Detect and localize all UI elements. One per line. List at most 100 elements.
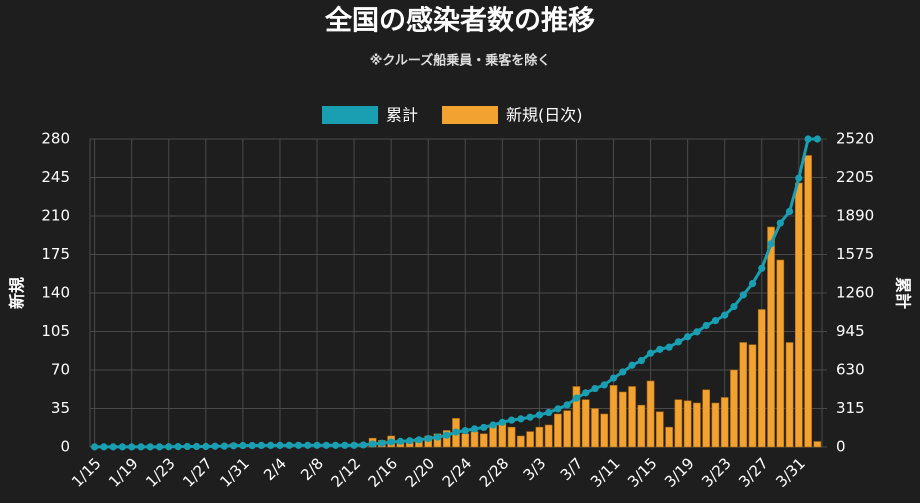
legend-label: 新規(日次) <box>506 106 583 125</box>
line-point <box>619 368 627 376</box>
y-tick-label: 105 <box>41 322 70 340</box>
line-point <box>748 279 757 288</box>
line-point <box>415 436 423 444</box>
x-tick-label: 3/23 <box>698 454 735 491</box>
line-point <box>665 343 673 351</box>
bar <box>646 380 655 448</box>
bar <box>702 389 710 448</box>
legend-label: 累計 <box>386 106 418 125</box>
y-tick-label: 140 <box>41 284 70 302</box>
line-point <box>582 389 590 397</box>
line-point <box>507 416 516 424</box>
line-point <box>137 443 145 451</box>
x-tick-label: 3/3 <box>520 454 550 484</box>
y2-tick-label: 2520 <box>836 130 874 148</box>
bar <box>674 399 683 448</box>
line-point <box>128 443 136 451</box>
line-point <box>656 345 664 353</box>
y2-tick-label: 315 <box>836 399 865 417</box>
line-point <box>155 443 164 451</box>
bar <box>461 433 470 448</box>
bar <box>609 385 618 448</box>
line-point <box>517 415 525 423</box>
x-tick-label: 3/15 <box>624 454 661 491</box>
bar <box>739 342 748 448</box>
line-point <box>183 442 191 451</box>
line-point <box>563 401 571 409</box>
x-tick-label: 1/27 <box>179 454 216 491</box>
y-tick-label: 0 <box>60 438 70 456</box>
line-point <box>461 427 469 435</box>
line-point <box>646 349 655 357</box>
y-tick-label: 210 <box>41 207 70 225</box>
y2-tick-label: 1260 <box>836 284 874 302</box>
bar <box>554 413 562 448</box>
line-point <box>313 441 321 449</box>
line-point <box>396 437 405 445</box>
bar <box>656 411 664 448</box>
line-point <box>684 333 692 341</box>
line-point <box>480 423 488 432</box>
line-point <box>572 394 581 402</box>
y-tick-label: 175 <box>41 245 70 263</box>
line-point <box>230 442 238 450</box>
bar <box>730 369 738 448</box>
line-point <box>554 405 562 413</box>
line-point <box>165 443 173 451</box>
y2-tick-label: 630 <box>836 361 865 379</box>
line-point <box>239 441 247 450</box>
line-point <box>721 311 729 319</box>
line-point <box>202 442 210 451</box>
line-point <box>257 441 266 450</box>
line-point <box>739 291 747 299</box>
x-tick-label: 1/23 <box>142 454 179 491</box>
line-point <box>267 441 275 450</box>
line-point <box>322 441 330 449</box>
x-tick-label: 3/31 <box>772 454 809 491</box>
x-tick-label: 2/16 <box>365 454 402 491</box>
bar <box>517 435 525 448</box>
x-tick-label: 3/11 <box>587 454 624 491</box>
bar <box>693 402 701 448</box>
bar <box>748 344 757 448</box>
line-point <box>758 264 766 272</box>
line-point <box>118 443 127 451</box>
y-tick-label: 280 <box>41 130 70 148</box>
line-point <box>526 413 534 421</box>
line-point <box>331 441 340 449</box>
line-point <box>637 356 645 365</box>
line-point <box>369 440 377 448</box>
bar <box>637 404 646 448</box>
line-point <box>276 441 284 450</box>
line-point <box>489 421 497 429</box>
bar <box>795 182 803 448</box>
x-tick-label: 2/4 <box>260 454 290 484</box>
bar <box>785 342 794 448</box>
chart-title: 全国の感染者数の推移 <box>324 5 595 37</box>
bar <box>683 400 692 448</box>
line-point <box>545 408 553 417</box>
line-point <box>795 174 803 182</box>
line-point <box>350 441 358 449</box>
y-tick-label: 245 <box>41 168 70 186</box>
y2-tick-label: 1890 <box>836 207 874 225</box>
y2-tick-label: 1575 <box>836 245 874 263</box>
line-point <box>443 431 451 439</box>
legend-swatch <box>442 106 499 124</box>
line-point <box>285 441 293 449</box>
line-point <box>470 425 479 433</box>
line-point <box>100 443 108 451</box>
line-point <box>535 411 543 419</box>
bar <box>507 426 516 448</box>
x-tick-label: 3/7 <box>557 454 587 484</box>
x-tick-label: 3/27 <box>735 454 772 491</box>
x-tick-label: 2/20 <box>402 454 439 491</box>
bar <box>470 431 479 448</box>
y2-tick-label: 945 <box>836 322 865 340</box>
line-point <box>109 443 117 451</box>
line-point <box>591 384 599 393</box>
bar <box>581 399 590 448</box>
line-point <box>294 441 303 449</box>
line-point <box>359 441 367 449</box>
line-point <box>91 443 99 451</box>
